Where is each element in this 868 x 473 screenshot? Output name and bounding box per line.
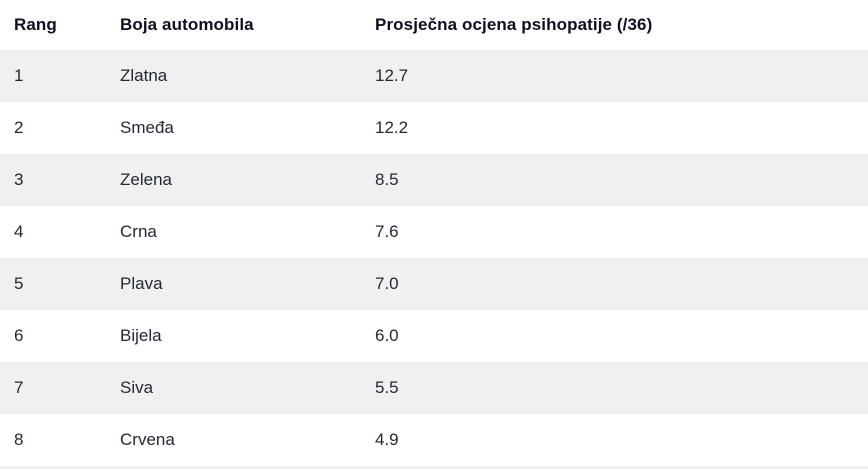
table-row: 8 Crvena 4.9 — [0, 414, 868, 466]
cell-rank: 7 — [0, 362, 106, 414]
cell-rank: 2 — [0, 102, 106, 154]
table-row: 6 Bijela 6.0 — [0, 310, 868, 362]
cell-score: 12.7 — [361, 50, 868, 102]
cell-rank: 5 — [0, 258, 106, 310]
cell-score: 6.0 — [361, 310, 868, 362]
cell-rank: 6 — [0, 310, 106, 362]
cell-score: 12.2 — [361, 102, 868, 154]
column-header-rank: Rang — [0, 0, 106, 50]
table-row: 1 Zlatna 12.7 — [0, 50, 868, 102]
cell-car-color: Zlatna — [106, 50, 361, 102]
cell-rank: 1 — [0, 50, 106, 102]
cell-car-color: Siva — [106, 362, 361, 414]
cell-car-color: Plava — [106, 258, 361, 310]
cell-score: 7.6 — [361, 206, 868, 258]
table-row: 4 Crna 7.6 — [0, 206, 868, 258]
column-header-car-color: Boja automobila — [106, 0, 361, 50]
cell-score: 4.9 — [361, 414, 868, 466]
cell-car-color: Smeđa — [106, 102, 361, 154]
cell-score: 7.0 — [361, 258, 868, 310]
column-header-score: Prosječna ocjena psihopatije (/36) — [361, 0, 868, 50]
cell-score: 5.5 — [361, 362, 868, 414]
table-header-row: Rang Boja automobila Prosječna ocjena ps… — [0, 0, 868, 50]
cell-score: 8.5 — [361, 154, 868, 206]
cell-car-color: Bijela — [106, 310, 361, 362]
table-row: 2 Smeđa 12.2 — [0, 102, 868, 154]
cell-car-color: Crvena — [106, 414, 361, 466]
cell-rank: 8 — [0, 414, 106, 466]
next-row-partial-stripe — [0, 466, 868, 469]
table-row: 7 Siva 5.5 — [0, 362, 868, 414]
cell-car-color: Crna — [106, 206, 361, 258]
table-row: 3 Zelena 8.5 — [0, 154, 868, 206]
cell-rank: 3 — [0, 154, 106, 206]
cell-car-color: Zelena — [106, 154, 361, 206]
cell-rank: 4 — [0, 206, 106, 258]
table-row: 5 Plava 7.0 — [0, 258, 868, 310]
